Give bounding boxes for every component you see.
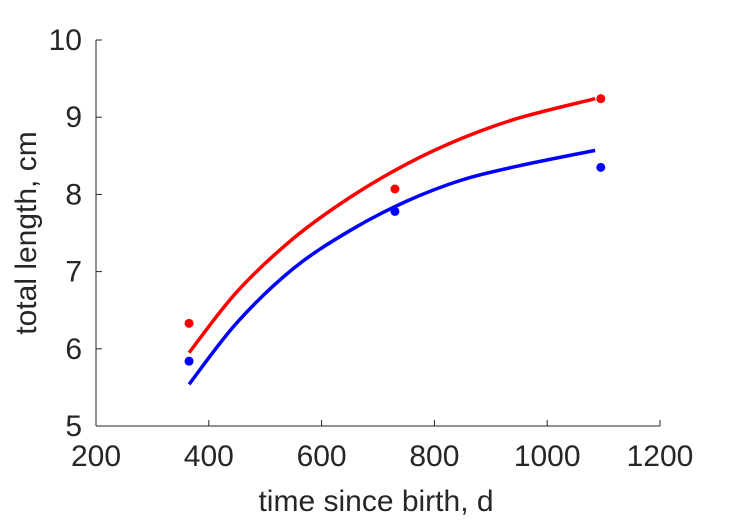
ticks	[95, 39, 661, 427]
axes	[95, 40, 660, 427]
series-layer	[184, 94, 606, 386]
series-2-data-point	[390, 206, 400, 216]
series-2-data-point	[596, 162, 606, 172]
y-tick-label: 9	[65, 101, 82, 134]
x-tick-label: 400	[184, 440, 234, 473]
series-1-fit-line	[187, 96, 596, 354]
x-tick-label: 1000	[514, 440, 581, 473]
x-tick-label: 200	[71, 440, 121, 473]
y-tick-label: 5	[65, 410, 82, 443]
y-tick-label: 10	[49, 24, 82, 57]
y-tick-label: 6	[65, 333, 82, 366]
y-tick-label: 8	[65, 178, 82, 211]
y-tick-label: 7	[65, 256, 82, 289]
series-1-data-point	[184, 318, 194, 328]
y-axis-label: total length, cm	[10, 131, 43, 334]
tick-labels: 200 400 600 800 1000 1200 5 6 7 8 9 10	[49, 24, 694, 473]
x-tick-label: 1200	[627, 440, 694, 473]
x-tick-label: 600	[297, 440, 347, 473]
series-1-data-point	[596, 94, 606, 104]
x-axis-label: time since birth, d	[258, 485, 493, 518]
x-tick-label: 800	[409, 440, 459, 473]
series-2-data-point	[184, 356, 194, 366]
series-2-fit-line	[187, 148, 596, 386]
series-1-data-point	[390, 184, 400, 194]
